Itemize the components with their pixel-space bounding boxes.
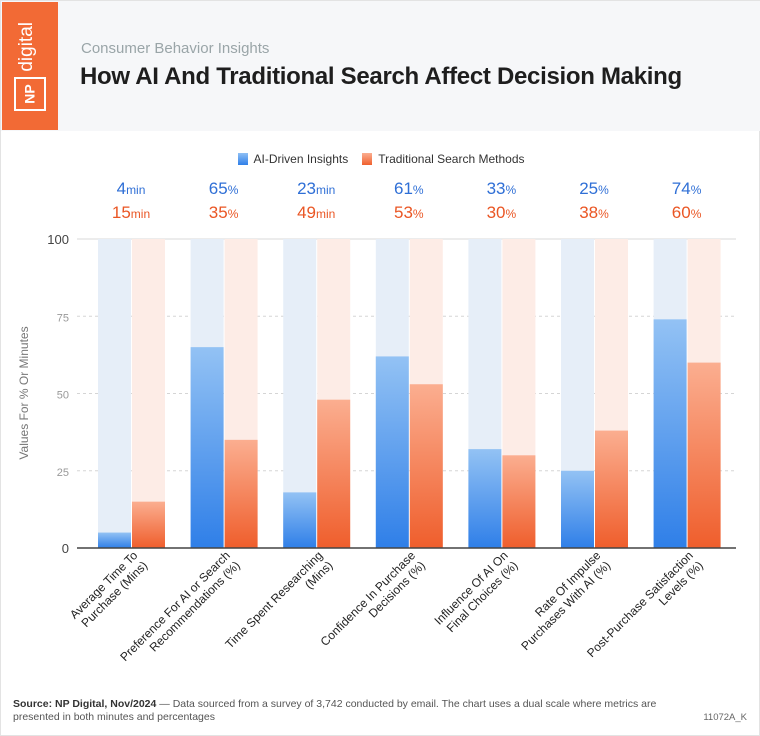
bar-ai (561, 470, 594, 548)
bar-traditional (224, 439, 258, 548)
bar-traditional (409, 384, 443, 548)
data-label: 49min (297, 203, 335, 222)
y-axis-title: Values For % Or Minutes (17, 326, 31, 459)
header: digital NP Consumer Behavior Insights Ho… (1, 1, 760, 131)
legend-item-ai: AI-Driven Insights (237, 152, 349, 166)
x-tick-label: Influence Of AI OnFinal Choices (%) (431, 548, 520, 637)
legend-item-traditional: Traditional Search Methods (362, 152, 525, 166)
data-label: 65% (209, 179, 239, 198)
legend-label: Traditional Search Methods (378, 152, 525, 166)
source-name: NP Digital, Nov/2024 (55, 698, 157, 710)
chart-code: 11072A_K (703, 712, 747, 723)
source-label: Source: (13, 698, 53, 710)
legend-swatch-traditional (362, 153, 373, 165)
bar-traditional (132, 501, 165, 548)
bar-ai (653, 319, 687, 548)
y-tick-label: 100 (47, 232, 69, 247)
bar-ai (283, 492, 317, 548)
data-label: 38% (579, 203, 609, 222)
bar-ai (98, 532, 131, 548)
chart-title: How AI And Traditional Search Affect Dec… (80, 63, 682, 90)
bar-traditional (595, 430, 628, 548)
data-label: 15min (112, 203, 150, 222)
legend-swatch-ai (237, 153, 248, 165)
bar-ai (190, 347, 224, 548)
x-tick-label: Confidence In PurchaseDecisions (%) (318, 548, 429, 659)
bar-traditional (687, 362, 721, 548)
footer-source: Source: NP Digital, Nov/2024 — Data sour… (13, 698, 703, 724)
data-label: 35% (209, 203, 239, 222)
data-label: 30% (487, 203, 517, 222)
data-label: 53% (394, 203, 424, 222)
bar-background (132, 239, 165, 548)
bar-chart: 0 25 50 75 100 Values For % Or Minutes 4min 15m… (17, 179, 736, 664)
bar-ai (468, 449, 502, 548)
data-label: 4min (117, 179, 146, 198)
source-text: — Data sourced from a survey of 3,742 co… (13, 698, 657, 723)
logo-box: NP (14, 77, 46, 111)
y-tick-label: 25 (57, 467, 69, 479)
data-label: 33% (487, 179, 517, 198)
y-tick-label: 0 (62, 541, 69, 556)
subtitle: Consumer Behavior Insights (81, 40, 270, 57)
data-label: 74% (672, 179, 702, 198)
y-tick-label: 50 (57, 390, 69, 402)
data-label: 60% (672, 203, 702, 222)
data-label: 25% (579, 179, 609, 198)
data-label: 23min (297, 179, 335, 198)
bar-traditional (317, 399, 351, 548)
np-digital-logo: digital NP (2, 2, 58, 130)
bar-ai (375, 356, 409, 548)
x-tick-label: Average Time ToPurchase (Mins) (67, 548, 150, 631)
legend-label: AI-Driven Insights (253, 152, 349, 166)
bar-traditional (502, 455, 536, 548)
legend: AI-Driven Insights Traditional Search Me… (1, 152, 760, 166)
bar-background (98, 239, 131, 548)
y-tick-label: 75 (57, 312, 69, 324)
data-label: 61% (394, 179, 424, 198)
